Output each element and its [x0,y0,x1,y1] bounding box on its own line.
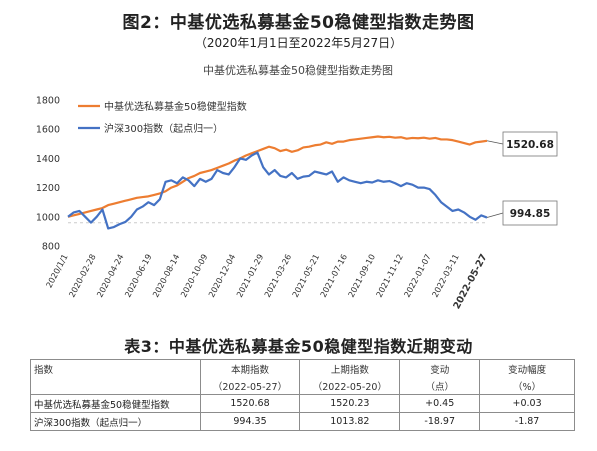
x-tick-label: 2020-06-19 [122,252,153,299]
end-value-callouts: 1520.68 994.85 [486,131,558,226]
row-pct: -1.87 [479,412,575,431]
row-pct: +0.03 [479,394,575,413]
row-current: 994.35 [199,412,301,431]
header-change-unit: （点） [399,377,481,395]
x-axis: 2020/1/12020-02-282020-04-242020-06-1920… [44,252,490,311]
figure-title: 图2：中基优选私募基金50稳健型指数走势图 [122,13,475,33]
header-current: 本期指数 [199,359,301,377]
table-row: 中基优选私募基金50稳健型指数 1520.68 1520.23 +0.45 +0… [30,394,575,413]
x-tick-label: 2021-05-21 [290,252,321,299]
row-current: 1520.68 [199,394,301,413]
x-tick-label: 2022-01-07 [402,252,433,299]
x-tick-label: 2020-10-09 [178,252,209,299]
header-change: 变动 [399,359,481,377]
x-tick-label: 2021-09-10 [346,252,377,299]
callout-box [502,200,558,226]
header-current-date: （2022-05-27） [199,377,301,395]
figure-subtitle: （2020年1月1日至2022年5月27日） [194,36,403,50]
y-tick-label: 1200 [36,183,60,194]
row-name: 中基优选私募基金50稳健型指数 [30,394,201,413]
header-previous: 上期指数 [299,359,401,377]
row-change: -18.97 [399,412,481,431]
y-axis: 800 1000 1200 1400 1600 1800 [36,96,60,253]
header-index: 指数 [30,359,201,377]
series-line-1 [67,151,488,230]
legend-label: 中基优选私募基金50稳健型指数 [104,100,247,113]
series-line-0 [67,135,488,218]
y-tick-label: 800 [42,242,60,253]
x-tick-label: 2021-11-12 [374,252,405,299]
table-row: 沪深300指数（起点归一） 994.35 1013.82 -18.97 -1.8… [30,412,575,431]
callout-leader [486,212,504,218]
row-change: +0.45 [399,394,481,413]
x-tick-label: 2020-04-24 [94,252,125,299]
x-tick-label: 2020-02-28 [67,252,98,299]
x-tick-label: 2021-07-16 [318,252,349,299]
x-tick-label: 2022-03-11 [430,252,461,299]
y-tick-label: 1000 [36,212,60,223]
table-header-subrow: （2022-05-27） （2022-05-20） （点） （%） [30,377,575,395]
line-chart: 中基优选私募基金50稳健型指数走势图 800 1000 1200 1400 1600 18… [36,63,558,311]
x-tick-label: 2020-08-14 [150,252,181,299]
callout-box [502,131,558,157]
x-tick-label: 2021-03-26 [262,252,293,299]
x-tick-label: 2020-12-04 [206,252,237,299]
y-tick-label: 1400 [36,154,60,165]
x-tick-label: 2020/1/1 [44,252,70,289]
callout-value: 1520.68 [506,139,554,151]
header-pct-unit: （%） [479,377,575,395]
chart-title: 中基优选私募基金50稳健型指数走势图 [203,63,393,77]
header-previous-date: （2022-05-20） [299,377,401,395]
table-title: 表3：中基优选私募基金50稳健型指数近期变动 [124,337,473,356]
legend-label: 沪深300指数（起点归一） [104,122,223,135]
callout-value: 994.85 [510,208,551,220]
y-tick-label: 1800 [36,96,60,107]
table-header-row: 指数 本期指数 上期指数 变动 变动幅度 [30,359,575,377]
row-name: 沪深300指数（起点归一） [30,412,201,431]
header-pct: 变动幅度 [479,359,575,377]
y-tick-label: 1600 [36,125,60,136]
row-previous: 1520.23 [299,394,401,413]
series-layer [67,135,488,230]
x-tick-label: 2021-01-29 [234,252,265,299]
header-index-blank [30,377,201,395]
row-previous: 1013.82 [299,412,401,431]
index-change-table: 指数 本期指数 上期指数 变动 变动幅度 （2022-05-27） （2022-… [30,359,575,431]
callout-leader [486,140,504,145]
